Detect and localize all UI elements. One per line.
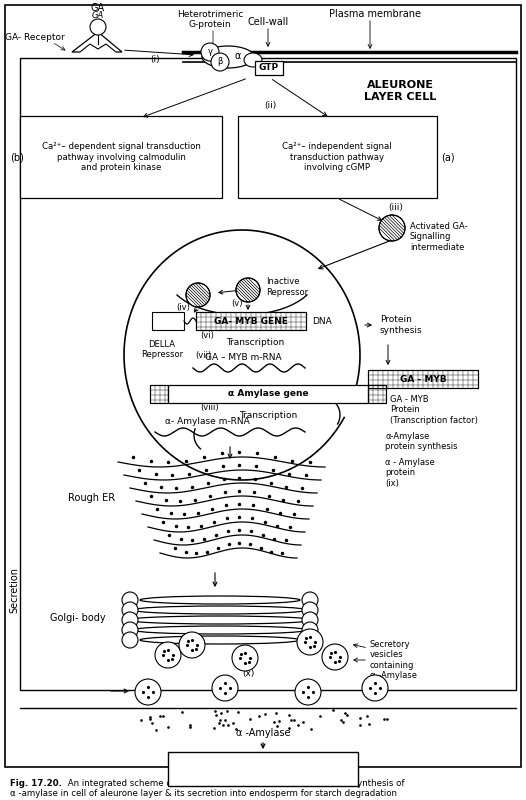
Circle shape: [322, 644, 348, 670]
Circle shape: [362, 675, 388, 701]
FancyBboxPatch shape: [368, 385, 386, 403]
Text: Degradation of starch
in endosperm: Degradation of starch in endosperm: [203, 758, 323, 780]
Text: Transcription: Transcription: [226, 338, 284, 347]
Ellipse shape: [133, 626, 308, 634]
Ellipse shape: [140, 636, 300, 644]
Text: (i): (i): [150, 55, 160, 64]
FancyBboxPatch shape: [368, 370, 478, 388]
Text: GA - MYB
Protein
(Transcription factor): GA - MYB Protein (Transcription factor): [390, 395, 478, 425]
Text: Activated GA-
Signalling
intermediate: Activated GA- Signalling intermediate: [410, 222, 468, 252]
Text: (x): (x): [242, 669, 254, 678]
Text: Plasma membrane: Plasma membrane: [329, 9, 421, 19]
Ellipse shape: [127, 616, 312, 624]
Text: (iii): (iii): [388, 203, 403, 212]
FancyBboxPatch shape: [196, 312, 306, 330]
FancyBboxPatch shape: [238, 116, 437, 198]
Circle shape: [201, 43, 219, 61]
Circle shape: [122, 632, 138, 648]
Circle shape: [122, 622, 138, 638]
Polygon shape: [72, 32, 122, 52]
Ellipse shape: [140, 596, 300, 604]
Text: GA - MYB: GA - MYB: [400, 374, 447, 383]
Circle shape: [122, 602, 138, 618]
Text: Heterotrimeric
G-protein: Heterotrimeric G-protein: [177, 10, 243, 30]
Circle shape: [135, 679, 161, 705]
Circle shape: [379, 215, 405, 241]
Text: An integrated scheme of mechanisms of induction of GA-induced synthesis of: An integrated scheme of mechanisms of in…: [65, 779, 404, 789]
Circle shape: [302, 602, 318, 618]
Polygon shape: [80, 44, 116, 53]
Circle shape: [302, 612, 318, 628]
FancyBboxPatch shape: [20, 116, 222, 198]
Text: GA- MYB GENE: GA- MYB GENE: [214, 317, 288, 326]
Circle shape: [302, 632, 318, 648]
Text: Cell-wall: Cell-wall: [247, 17, 289, 27]
Text: ALEURONE
LAYER CELL: ALEURONE LAYER CELL: [364, 80, 436, 102]
Text: α: α: [235, 51, 241, 61]
Text: Ca²⁺– dependent signal transduction
pathway involving calmodulin
and protein kin: Ca²⁺– dependent signal transduction path…: [42, 142, 200, 172]
Text: α - Amylase
protein
(ix): α - Amylase protein (ix): [385, 458, 435, 488]
Text: Secretory
vesicles
containing
α -Amylase: Secretory vesicles containing α -Amylase: [370, 640, 417, 680]
Circle shape: [90, 19, 106, 35]
Circle shape: [212, 675, 238, 701]
Text: Ca²⁺– independent signal
transduction pathway
involving cGMP: Ca²⁺– independent signal transduction pa…: [282, 142, 392, 172]
Text: α -Amylase: α -Amylase: [236, 728, 290, 738]
FancyBboxPatch shape: [152, 312, 184, 330]
Text: Inactive
Repressor: Inactive Repressor: [266, 278, 308, 297]
Text: (v): (v): [231, 299, 243, 308]
Text: α- Amylase m-RNA: α- Amylase m-RNA: [165, 417, 250, 426]
Circle shape: [379, 215, 405, 241]
FancyBboxPatch shape: [168, 385, 368, 403]
Ellipse shape: [133, 606, 308, 614]
Text: Golgi- body: Golgi- body: [50, 613, 106, 623]
Text: β: β: [217, 58, 222, 66]
Text: Rough ER: Rough ER: [68, 493, 115, 503]
Text: (iv): (iv): [176, 303, 190, 312]
Circle shape: [295, 679, 321, 705]
Ellipse shape: [202, 46, 254, 68]
Circle shape: [302, 592, 318, 608]
Text: GA: GA: [93, 24, 103, 30]
Text: Fig. 17.20.: Fig. 17.20.: [10, 779, 62, 789]
Text: DNA: DNA: [312, 317, 332, 326]
Text: DELLA
Repressor: DELLA Repressor: [141, 340, 183, 359]
Text: GA: GA: [92, 11, 104, 21]
Text: GA – MYB m-RNA: GA – MYB m-RNA: [205, 353, 281, 362]
Circle shape: [236, 278, 260, 302]
Text: α -amylase in cell of aleurone layer & its secretion into endosperm for starch d: α -amylase in cell of aleurone layer & i…: [10, 789, 397, 798]
Circle shape: [122, 592, 138, 608]
Text: (ii): (ii): [264, 101, 276, 110]
Circle shape: [179, 632, 205, 658]
Text: GTP: GTP: [259, 63, 279, 73]
Text: ĠA: ĠA: [91, 3, 105, 13]
Text: Transcription: Transcription: [239, 411, 297, 420]
Text: α Amylase gene: α Amylase gene: [228, 390, 308, 398]
Circle shape: [186, 283, 210, 307]
Text: (vi): (vi): [200, 331, 214, 340]
Text: GA- Receptor: GA- Receptor: [5, 34, 65, 42]
FancyBboxPatch shape: [168, 752, 358, 786]
Text: (vii): (vii): [195, 351, 211, 360]
Circle shape: [236, 278, 260, 302]
Circle shape: [211, 53, 229, 71]
Text: (viii): (viii): [200, 403, 219, 412]
Circle shape: [297, 629, 323, 655]
Ellipse shape: [244, 53, 262, 67]
Text: (a): (a): [441, 152, 455, 162]
Circle shape: [302, 622, 318, 638]
Circle shape: [186, 283, 210, 307]
Text: γ: γ: [207, 47, 213, 57]
FancyBboxPatch shape: [150, 385, 168, 403]
FancyBboxPatch shape: [5, 5, 521, 767]
Text: Protein
synthesis: Protein synthesis: [380, 315, 422, 334]
Circle shape: [155, 642, 181, 668]
FancyBboxPatch shape: [255, 61, 283, 75]
Text: Secretion: Secretion: [9, 567, 19, 613]
Text: α-Amylase
protein synthesis: α-Amylase protein synthesis: [385, 432, 458, 451]
Text: (b): (b): [10, 152, 24, 162]
Circle shape: [122, 612, 138, 628]
Circle shape: [232, 645, 258, 671]
